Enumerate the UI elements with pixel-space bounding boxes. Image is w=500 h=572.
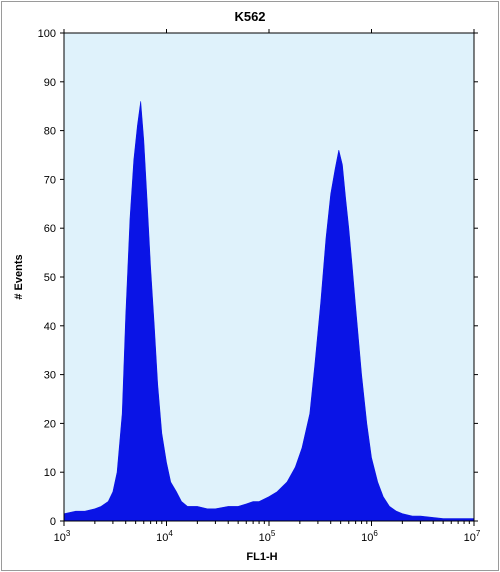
- y-tick-label: 20: [44, 418, 56, 430]
- y-tick-label: 10: [44, 467, 56, 479]
- y-tick-label: 50: [44, 272, 56, 284]
- x-tick-label: 103: [54, 529, 71, 544]
- x-tick-exponent: 6: [373, 529, 378, 538]
- x-tick-exponent: 7: [476, 529, 481, 538]
- y-tick-label: 30: [44, 370, 56, 382]
- x-tick-label: 107: [464, 529, 481, 544]
- y-axis: 0 10 20 30 40 50 60 70 80 90 100: [38, 28, 478, 528]
- x-tick-exponent: 5: [271, 529, 276, 538]
- y-tick-label: 70: [44, 174, 56, 186]
- x-tick-label: 105: [259, 529, 276, 544]
- x-tick-exponent: 3: [66, 529, 71, 538]
- x-tick-label: 106: [361, 529, 378, 544]
- y-tick-label: 80: [44, 126, 56, 138]
- histogram-series-0: [63, 101, 475, 522]
- y-tick-label: 40: [44, 321, 56, 333]
- chart-title: K562: [234, 9, 265, 24]
- x-tick-exponent: 4: [168, 529, 173, 538]
- plot-area: [63, 32, 475, 522]
- x-axis-label: FL1-H: [246, 551, 277, 563]
- y-tick-label: 100: [38, 28, 56, 40]
- y-tick-label: 90: [44, 77, 56, 89]
- y-tick-label: 60: [44, 223, 56, 235]
- y-axis-label: # Events: [13, 254, 25, 299]
- y-tick-label: 0: [50, 516, 56, 528]
- x-tick-label: 104: [156, 529, 173, 544]
